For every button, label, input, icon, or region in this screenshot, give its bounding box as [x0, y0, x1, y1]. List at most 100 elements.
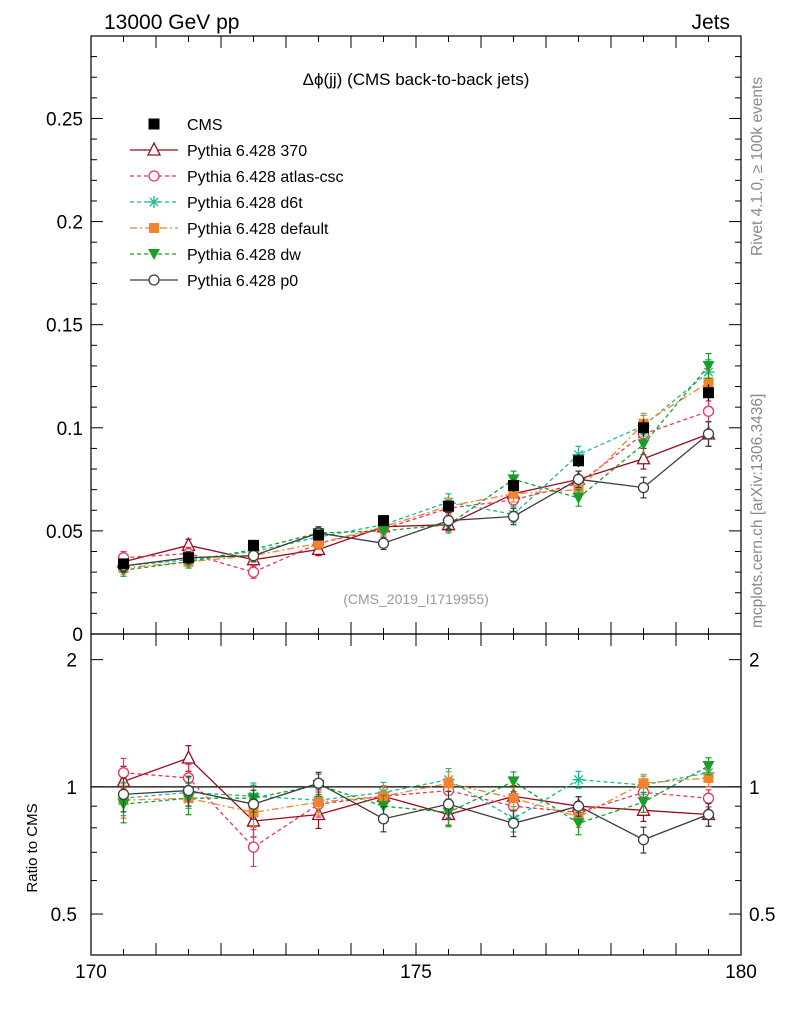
data-marker — [377, 813, 390, 825]
data-marker — [443, 500, 454, 512]
main-axis-ticks: 0 0.05 0.1 0.15 0.2 0.25 — [46, 56, 741, 646]
ratio-y-tick-label: 2 — [66, 651, 77, 672]
ratio-line — [123, 757, 709, 822]
series-line — [123, 410, 709, 573]
star-stroke — [149, 197, 159, 207]
legend-label: Pythia 6.428 default — [187, 221, 329, 238]
legend-label: Pythia 6.428 d6t — [187, 195, 303, 212]
y-tick-label: 0.05 — [46, 522, 83, 543]
data-marker — [638, 422, 649, 434]
data-marker — [377, 537, 390, 549]
legend-entry: Pythia 6.428 atlas-csc — [130, 169, 344, 186]
data-marker — [703, 772, 714, 783]
series-cms-data — [118, 384, 714, 570]
y-tick-label: 0.2 — [57, 213, 83, 234]
legend-entry: Pythia 6.428 dw — [130, 247, 301, 264]
ratio-y-tick-label: 0.5 — [51, 905, 77, 926]
data-marker — [702, 360, 715, 372]
data-marker — [702, 405, 715, 417]
data-marker — [702, 428, 715, 440]
y-tick-label: 0.25 — [46, 109, 83, 130]
data-marker — [148, 249, 160, 260]
data-marker — [703, 377, 714, 388]
x-tick-label: 170 — [75, 962, 107, 983]
ratio-y-tick-label-right: 1 — [749, 778, 760, 799]
source-label: mcplots.cern.ch [arXiv:1306.3436] — [749, 394, 766, 628]
ratio-line — [123, 772, 709, 820]
data-marker — [508, 793, 519, 804]
data-marker — [636, 450, 651, 465]
jets-label: Jets — [691, 11, 730, 34]
series-line — [123, 433, 709, 567]
ratio-series-pythia-6-428-370 — [116, 745, 716, 838]
x-tick-label: 180 — [725, 962, 757, 983]
series-pythia-6-428-370 — [116, 421, 716, 569]
data-marker — [312, 777, 325, 789]
data-marker — [573, 455, 584, 467]
ratio-y-tick-label-right: 2 — [749, 651, 760, 672]
ratio-series-pythia-6-428-dw — [117, 757, 715, 836]
data-marker — [377, 525, 390, 537]
data-marker — [637, 797, 650, 809]
legend-label: Pythia 6.428 370 — [187, 143, 307, 160]
data-marker — [508, 480, 519, 492]
data-marker — [248, 539, 259, 551]
data-marker — [247, 549, 260, 562]
data-marker — [117, 788, 130, 800]
data-marker — [149, 223, 159, 233]
legend-label: CMS — [187, 117, 223, 134]
data-marker — [443, 778, 454, 789]
data-marker — [148, 274, 160, 286]
series-pythia-6-428-atlas-csc — [117, 400, 715, 579]
ratio-line — [123, 777, 709, 818]
ratio-line — [123, 782, 709, 841]
data-marker — [442, 514, 455, 527]
data-marker — [117, 767, 130, 779]
data-marker — [148, 118, 160, 130]
ratio-series-pythia-6-428-atlas-csc — [117, 757, 715, 868]
data-marker — [637, 439, 650, 451]
energy-label: 13000 GeV pp — [104, 11, 239, 34]
ratio-y-tick-label-right: 0.5 — [749, 905, 775, 926]
data-marker — [702, 792, 715, 804]
data-marker — [442, 798, 455, 810]
data-marker — [572, 492, 585, 504]
star-stroke — [573, 774, 584, 785]
legend-label: Pythia 6.428 atlas-csc — [187, 169, 344, 186]
ratio-line — [123, 772, 709, 848]
rivet-label: Rivet 4.1.0, ≥ 100k events — [749, 77, 766, 256]
data-marker — [378, 515, 389, 527]
series-line — [123, 371, 709, 567]
ratio-y-tick-label: 1 — [66, 778, 77, 799]
data-marker — [703, 387, 714, 399]
data-marker — [572, 473, 585, 485]
legend-label: Pythia 6.428 p0 — [187, 273, 298, 290]
data-marker — [637, 833, 650, 846]
data-marker — [702, 761, 715, 773]
x-tick-label: 175 — [400, 962, 432, 983]
data-marker — [148, 196, 160, 208]
data-marker — [182, 784, 195, 797]
data-marker — [507, 817, 520, 829]
data-marker — [181, 749, 196, 764]
data-marker — [572, 800, 585, 812]
data-marker — [572, 773, 585, 786]
data-marker — [508, 488, 519, 499]
series-pythia-6-428-default — [118, 369, 714, 575]
data-marker — [148, 170, 160, 182]
y-tick-label: 0.15 — [46, 316, 83, 337]
legend-entry: Pythia 6.428 p0 — [130, 273, 298, 290]
data-marker — [247, 798, 260, 810]
legend: CMS Pythia 6.428 370 Pythia 6.428 atlas-cs… — [130, 117, 344, 290]
series-line — [123, 433, 709, 563]
main-series-layer — [116, 352, 716, 579]
legend-entry: Pythia 6.428 370 — [130, 141, 307, 160]
y-tick-label: 0.1 — [57, 419, 83, 440]
series-line — [123, 381, 709, 569]
ratio-axis-ticks: 0.5 0.5 1 1 2 2 — [51, 651, 775, 956]
legend-entry-cms: CMS — [148, 117, 223, 134]
data-marker — [313, 797, 324, 808]
series-line — [123, 365, 710, 571]
legend-label: Pythia 6.428 dw — [187, 247, 301, 264]
data-marker — [183, 552, 194, 564]
